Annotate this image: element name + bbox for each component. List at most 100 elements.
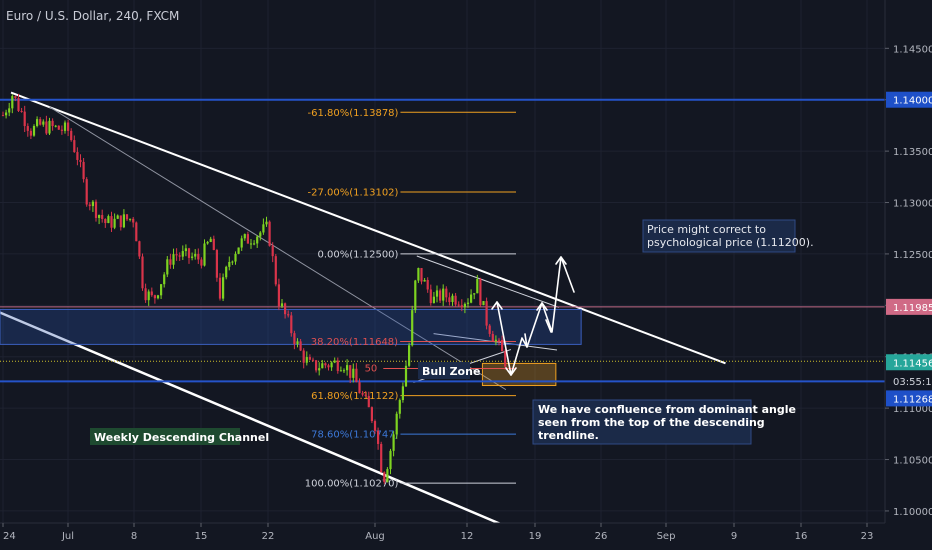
fib-label: -61.80%(1.13878) [308,108,399,119]
candle-body [209,238,212,242]
candle-body [175,254,178,256]
candle-body [76,152,79,160]
candle-body [265,221,268,225]
candle-body [380,443,383,473]
candle-body [460,305,463,308]
candle-body [51,120,54,127]
arrow-head [545,319,552,333]
price-tag: 1.11268 [886,390,932,407]
candle-body [29,130,32,136]
annotation-box [90,428,240,445]
candle-body [426,279,429,290]
arrow-head [524,333,528,348]
candle-body [212,238,215,251]
candle-body [268,221,271,246]
candle-body [200,259,203,266]
candle-body [218,277,222,299]
candle-body [411,310,414,346]
candle-body [228,261,231,267]
candle-body [367,396,370,408]
candle-body [240,238,243,248]
candle-body [327,365,330,368]
candle-body [113,218,116,228]
price-tag-box [886,354,932,371]
candle-body [122,214,125,228]
projection-path [496,256,575,376]
annotation-box [532,399,752,445]
fib-label: 38.20%(1.11648) [311,337,398,348]
candle-body [169,259,172,265]
candle-body [32,125,36,136]
fib-label: 78.60%(1.10747) [311,430,398,441]
candle-body [63,122,67,131]
candle-body [414,280,417,311]
price-axis: 1.100001.105001.110001.115001.120001.125… [884,0,932,550]
wedge-top-line [416,255,560,308]
candle-body [243,234,246,239]
price-tag-label: 1.11985 [893,303,932,314]
candles [1,93,507,484]
projection-arrows [491,256,575,376]
candle-body [311,359,315,361]
x-tick-label: 12 [461,531,474,542]
price-tag: 1.11985 [886,298,932,315]
x-tick-label: 23 [861,531,874,542]
candle-body [482,301,485,306]
x-tick-label: 22 [262,531,275,542]
candle-body [479,278,482,306]
y-tick-label: 1.13500 [893,147,932,158]
price-tag-box [886,91,932,108]
y-tick-label: 1.10000 [893,507,932,518]
y-tick-label: 1.12500 [893,250,932,261]
candle-body [377,430,380,444]
candle-body [280,303,284,307]
candle-body [361,393,364,395]
candle-body [132,218,135,223]
candle-body [318,368,321,371]
candle-body [339,370,342,372]
price-tag: 03:55:11 [886,372,932,389]
annotation-text: trendline. [538,429,599,442]
x-tick-label: Jul [61,531,74,542]
candle-body [259,232,262,237]
candle-body [463,303,466,308]
candle-body [42,121,45,125]
candle-body [231,261,234,263]
candle-body [206,241,209,244]
candle-body [98,215,101,218]
price-tag-box [886,298,932,315]
candle-body [352,368,355,378]
candle-body [104,219,107,224]
candle-body [355,368,358,383]
x-tick-label: Sep [657,531,676,542]
candle-body [116,215,119,219]
candle-body [203,243,206,266]
candle-body [373,421,377,431]
candle-body [5,112,8,116]
candle-body [138,241,141,257]
annotation-text: We have confluence from dominant angle [538,403,796,416]
price-tag-label: 03:55:11 [893,377,932,388]
candle-body [423,279,426,282]
horizontal-lines [0,98,885,383]
candle-body [277,284,280,307]
candle-body [429,289,432,304]
candle-body [191,256,194,258]
candle-body [88,204,91,207]
candle-body [194,253,197,257]
candle-body [494,339,497,341]
price-tag-label: 1.14000 [893,96,932,107]
y-tick-label: 1.10500 [893,456,932,467]
candle-body [501,339,504,352]
candle-body [85,179,88,205]
candle-body [308,357,311,360]
candle-body [147,291,150,301]
candle-body [383,472,386,482]
candle-body [60,129,63,131]
candle-body [17,98,20,111]
candle-body [184,248,187,252]
x-tick-label: 8 [131,531,137,542]
price-tag-box [886,390,932,407]
candle-body [364,394,367,397]
